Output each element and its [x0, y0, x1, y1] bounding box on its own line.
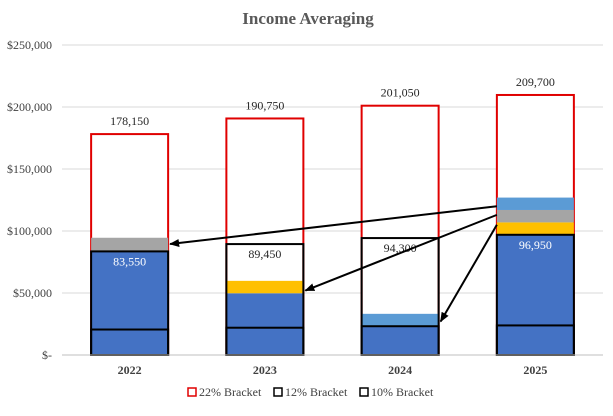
legend-label: 10% Bracket [371, 385, 434, 399]
x-tick-label: 2025 [523, 363, 547, 377]
legend-label: 12% Bracket [285, 385, 348, 399]
move-income-arrow [304, 213, 498, 292]
move-income-arrow [439, 224, 498, 323]
bars-layer [90, 93, 575, 357]
labels-layer: 178,150 83,550 190,750 89,450 201,050 94,300 2… [110, 75, 555, 268]
y-tick-label: $- [42, 348, 52, 362]
chart-title: Income Averaging [242, 9, 374, 28]
legend-swatch [187, 387, 197, 397]
income-segment [91, 251, 169, 355]
x-tick-label: 2022 [118, 363, 142, 377]
axis-layer: $- $50,000 $100,000 $150,000 $200,000 $250,00… [7, 38, 603, 377]
income-segment [496, 234, 574, 355]
y-tick-label: $200,000 [7, 100, 52, 114]
total-label: 209,700 [516, 75, 555, 89]
total-label: 178,150 [110, 114, 149, 128]
income-segment [496, 209, 574, 223]
bracket-12-label: 96,950 [519, 238, 552, 252]
y-tick-label: $100,000 [7, 224, 52, 238]
income-segment [361, 326, 439, 355]
income-segment [361, 313, 439, 327]
legend-label: 22% Bracket [199, 385, 262, 399]
y-tick-label: $250,000 [7, 38, 52, 52]
bracket-12-label: 89,450 [248, 247, 281, 261]
x-tick-label: 2023 [253, 363, 277, 377]
y-tick-label: $150,000 [7, 162, 52, 176]
total-label: 201,050 [381, 86, 420, 100]
income-segment [496, 197, 574, 210]
legend: 22% Bracket 12% Bracket 10% Bracket [187, 385, 434, 399]
legend-swatch [359, 387, 369, 397]
bracket-22-outline [360, 104, 440, 356]
x-tick-label: 2024 [388, 363, 412, 377]
income-segment [226, 280, 304, 294]
bracket-12-label: 94,300 [384, 241, 417, 255]
bracket-12-label: 83,550 [113, 254, 146, 268]
arrows-layer [169, 205, 498, 323]
total-label: 190,750 [245, 98, 284, 112]
y-tick-label: $50,000 [13, 286, 52, 300]
legend-swatch [273, 387, 283, 397]
move-income-arrow [169, 205, 497, 247]
income-segment [496, 222, 574, 235]
income-segment [226, 293, 304, 355]
income-segment [91, 237, 169, 252]
